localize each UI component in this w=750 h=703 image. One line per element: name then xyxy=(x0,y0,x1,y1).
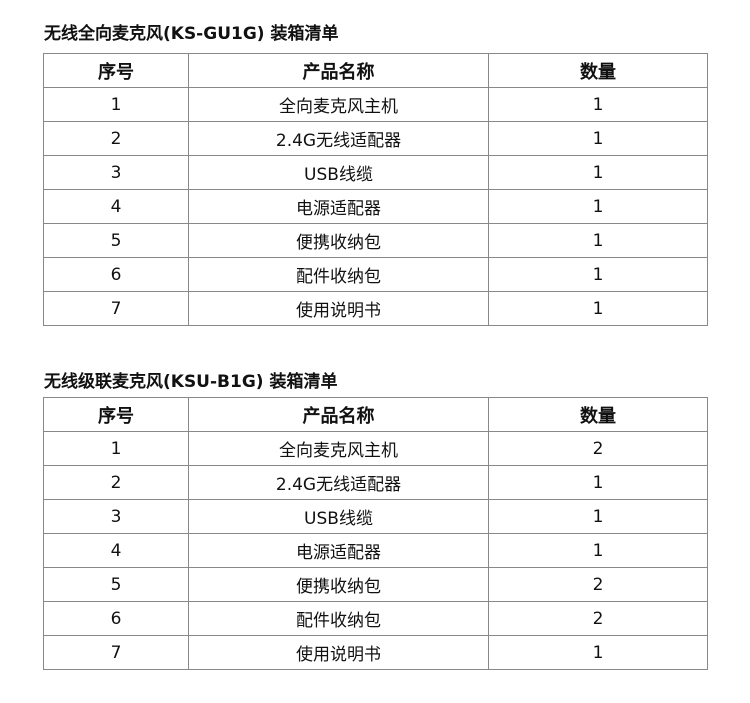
table-row: 3 USB线缆 1 xyxy=(43,155,708,190)
table-row: 2 2.4G无线适配器 1 xyxy=(43,121,708,156)
cell-index: 1 xyxy=(43,87,189,122)
header-product-name: 产品名称 xyxy=(188,53,489,88)
cell-index: 6 xyxy=(43,257,189,292)
cell-quantity: 1 xyxy=(488,635,708,670)
cell-index: 4 xyxy=(43,533,189,568)
cell-product-name: 配件收纳包 xyxy=(188,601,489,636)
cell-product-name: 全向麦克风主机 xyxy=(188,431,489,466)
cell-product-name: 电源适配器 xyxy=(188,189,489,224)
table-row: 5 便携收纳包 2 xyxy=(43,567,708,602)
cell-quantity: 1 xyxy=(488,87,708,122)
table-title-ksu-b1g: 无线级联麦克风(KSU-B1G) 装箱清单 xyxy=(44,372,338,392)
header-index: 序号 xyxy=(43,53,189,88)
cell-quantity: 1 xyxy=(488,121,708,156)
table-title-ks-gu1g: 无线全向麦克风(KS-GU1G) 装箱清单 xyxy=(44,24,339,44)
cell-product-name: 2.4G无线适配器 xyxy=(188,121,489,156)
cell-quantity: 1 xyxy=(488,189,708,224)
cell-quantity: 1 xyxy=(488,257,708,292)
cell-product-name: 电源适配器 xyxy=(188,533,489,568)
table-row: 1 全向麦克风主机 2 xyxy=(43,431,708,466)
table-row: 7 使用说明书 1 xyxy=(43,291,708,326)
cell-index: 3 xyxy=(43,155,189,190)
cell-quantity: 2 xyxy=(488,431,708,466)
cell-product-name: USB线缆 xyxy=(188,155,489,190)
cell-quantity: 1 xyxy=(488,223,708,258)
cell-product-name: 2.4G无线适配器 xyxy=(188,465,489,500)
cell-product-name: 使用说明书 xyxy=(188,635,489,670)
cell-index: 4 xyxy=(43,189,189,224)
cell-quantity: 1 xyxy=(488,465,708,500)
cell-quantity: 1 xyxy=(488,155,708,190)
cell-quantity: 2 xyxy=(488,601,708,636)
header-row: 序号 产品名称 数量 xyxy=(43,397,708,432)
table-row: 6 配件收纳包 1 xyxy=(43,257,708,292)
packing-list-table-ks-gu1g: 序号 产品名称 数量 1 全向麦克风主机 1 2 2.4G无线适配器 1 3 USB线缆 1 4 电源适配… xyxy=(43,53,708,326)
cell-index: 3 xyxy=(43,499,189,534)
table-row: 2 2.4G无线适配器 1 xyxy=(43,465,708,500)
cell-quantity: 2 xyxy=(488,567,708,602)
cell-quantity: 1 xyxy=(488,533,708,568)
cell-quantity: 1 xyxy=(488,499,708,534)
cell-index: 2 xyxy=(43,465,189,500)
cell-index: 5 xyxy=(43,567,189,602)
header-quantity: 数量 xyxy=(488,397,708,432)
header-quantity: 数量 xyxy=(488,53,708,88)
cell-product-name: USB线缆 xyxy=(188,499,489,534)
cell-index: 2 xyxy=(43,121,189,156)
cell-quantity: 1 xyxy=(488,291,708,326)
table-row: 3 USB线缆 1 xyxy=(43,499,708,534)
cell-index: 1 xyxy=(43,431,189,466)
table-row: 4 电源适配器 1 xyxy=(43,189,708,224)
cell-product-name: 便携收纳包 xyxy=(188,223,489,258)
header-index: 序号 xyxy=(43,397,189,432)
header-product-name: 产品名称 xyxy=(188,397,489,432)
cell-index: 6 xyxy=(43,601,189,636)
cell-index: 7 xyxy=(43,635,189,670)
table-row: 4 电源适配器 1 xyxy=(43,533,708,568)
packing-list-table-ksu-b1g: 序号 产品名称 数量 1 全向麦克风主机 2 2 2.4G无线适配器 1 3 USB线缆 1 4 电源适配… xyxy=(43,397,708,670)
cell-product-name: 使用说明书 xyxy=(188,291,489,326)
table-row: 5 便携收纳包 1 xyxy=(43,223,708,258)
cell-product-name: 便携收纳包 xyxy=(188,567,489,602)
table-row: 7 使用说明书 1 xyxy=(43,635,708,670)
cell-product-name: 配件收纳包 xyxy=(188,257,489,292)
header-row: 序号 产品名称 数量 xyxy=(43,53,708,88)
cell-index: 5 xyxy=(43,223,189,258)
cell-product-name: 全向麦克风主机 xyxy=(188,87,489,122)
table-row: 6 配件收纳包 2 xyxy=(43,601,708,636)
cell-index: 7 xyxy=(43,291,189,326)
table-row: 1 全向麦克风主机 1 xyxy=(43,87,708,122)
